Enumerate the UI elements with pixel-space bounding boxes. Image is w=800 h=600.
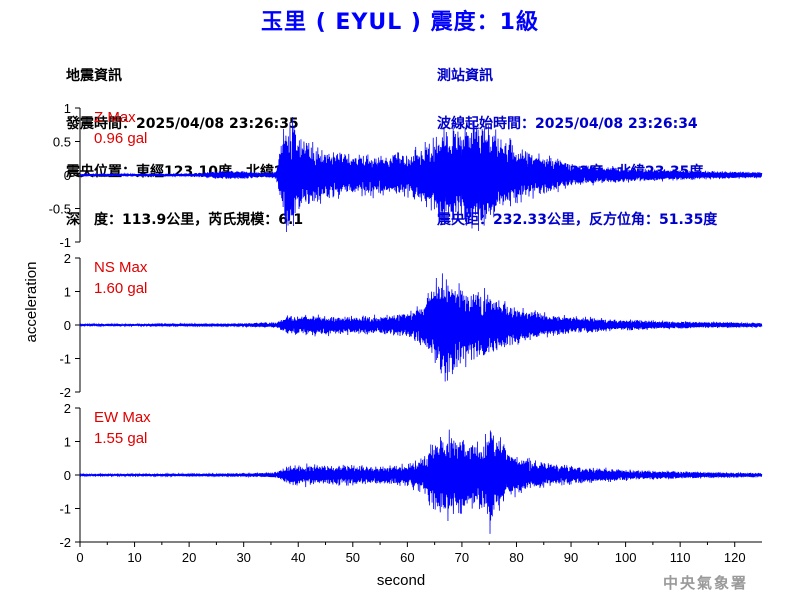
- max-value-ew: 1.55 gal: [94, 430, 147, 447]
- y-tick-label: -1: [59, 502, 71, 517]
- max-value-z: 0.96 gal: [94, 130, 147, 147]
- max-label-z: Z Max: [94, 109, 136, 126]
- earthquake-info-heading: 地震資訊: [66, 68, 122, 84]
- page-title: 玉里 ( EYUL ) 震度：1級: [261, 10, 539, 35]
- y-tick-label: 1: [64, 435, 71, 450]
- earthquake-info: 地震資訊 發震時間：2025/04/08 23:26:35 震央位置：東經123…: [66, 36, 332, 244]
- y-tick-label: -2: [59, 385, 71, 400]
- depth-magnitude: 深 度：113.9公里，芮氏規模：6.1: [66, 212, 304, 228]
- y-tick-label: -0.5: [49, 202, 71, 217]
- y-tick-label: -1: [59, 235, 71, 250]
- x-tick-label: 30: [236, 550, 250, 565]
- y-tick-label: 0.5: [53, 135, 71, 150]
- y-axis-label: acceleration: [23, 262, 40, 343]
- x-tick-label: 100: [615, 550, 637, 565]
- y-tick-label: -1: [59, 352, 71, 367]
- waveform-z: [79, 117, 763, 233]
- y-tick-label: 0: [64, 318, 71, 333]
- max-label-ew: EW Max: [94, 409, 151, 426]
- agency-footer: 中央氣象署: [662, 574, 748, 592]
- x-tick-label: 0: [76, 550, 83, 565]
- y-tick-label: 0: [64, 468, 71, 483]
- x-tick-label: 80: [509, 550, 523, 565]
- station-info-heading: 測站資訊: [437, 68, 493, 84]
- waveform-ns: [79, 273, 763, 382]
- waveform-ew: [79, 429, 763, 534]
- max-value-ns: 1.60 gal: [94, 280, 147, 297]
- x-tick-label: 40: [291, 550, 305, 565]
- y-tick-label: 0: [64, 168, 71, 183]
- x-tick-label: 110: [670, 550, 691, 565]
- distance-azimuth: 震央距：232.33公里，反方位角：51.35度: [437, 212, 718, 228]
- y-tick-label: 1: [64, 285, 71, 300]
- x-tick-label: 120: [724, 550, 746, 565]
- y-tick-label: 2: [64, 401, 71, 416]
- x-tick-label: 70: [455, 550, 469, 565]
- y-tick-label: -2: [59, 535, 71, 550]
- x-tick-label: 10: [127, 550, 141, 565]
- max-label-ns: NS Max: [94, 259, 148, 276]
- x-tick-label: 60: [400, 550, 414, 565]
- x-tick-label: 50: [346, 550, 360, 565]
- x-tick-label: 20: [182, 550, 196, 565]
- earthquake-time: 發震時間：2025/04/08 23:26:35: [66, 116, 299, 132]
- y-tick-label: 1: [64, 101, 71, 116]
- y-tick-label: 2: [64, 251, 71, 266]
- x-axis-label: second: [377, 572, 425, 589]
- wave-start-time: 波線起始時間：2025/04/08 23:26:34: [437, 116, 698, 132]
- x-tick-label: 90: [564, 550, 578, 565]
